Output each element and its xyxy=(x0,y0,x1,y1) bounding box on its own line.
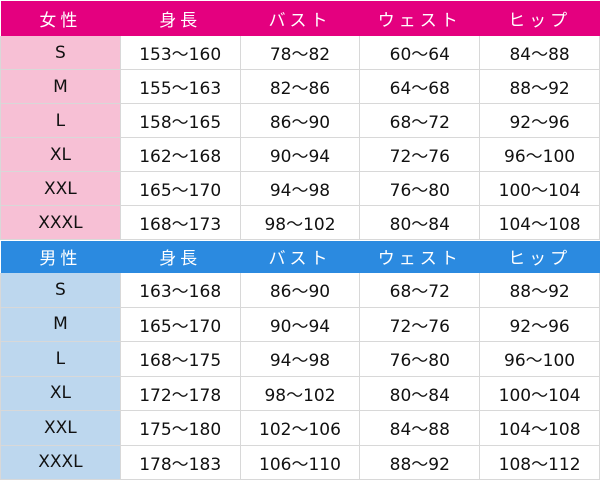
measurement-cell: 175～180 xyxy=(119,410,241,446)
table-row: L 168～175 94～98 76～80 96～100 xyxy=(0,341,600,377)
measurement-cell: 100～104 xyxy=(479,375,600,411)
measurement-cell: 98～102 xyxy=(239,375,361,411)
section-title: 男性 xyxy=(0,240,121,273)
section-title: 女性 xyxy=(0,0,121,36)
column-header: バスト xyxy=(240,0,360,36)
size-label: M xyxy=(53,76,68,97)
measurement-cell: 68～72 xyxy=(359,272,481,308)
size-cell: S xyxy=(0,35,121,70)
size-cell: XXXL xyxy=(0,205,121,240)
column-header: バスト xyxy=(240,240,360,273)
measurement-cell: 86～90 xyxy=(239,103,361,138)
measurement-cell: 64～68 xyxy=(359,69,481,104)
table-row: XL 162～168 90～94 72～76 96～100 xyxy=(0,137,600,172)
measurement-cell: 158～165 xyxy=(119,103,241,138)
size-label: S xyxy=(55,42,66,63)
measurement-cell: 108～112 xyxy=(479,444,600,480)
column-header: ウェスト xyxy=(359,240,480,273)
measurement-cell: 68～72 xyxy=(359,103,481,138)
column-header: ウェスト xyxy=(359,0,480,36)
measurement-cell: 106～110 xyxy=(239,444,361,480)
measurement-cell: 96～100 xyxy=(479,137,600,172)
measurement-cell: 102～106 xyxy=(239,410,361,446)
measurement-cell: 100～104 xyxy=(479,171,600,206)
table-row: XL 172～178 98～102 80～84 100～104 xyxy=(0,375,600,411)
table-row: XXL 165～170 94～98 76～80 100～104 xyxy=(0,171,600,206)
header-row: 女性 身長 バスト ウェスト ヒップ xyxy=(0,0,600,36)
size-label: XXL xyxy=(44,417,77,438)
table-row: S 163～168 86～90 68～72 88～92 xyxy=(0,272,600,308)
measurement-cell: 94～98 xyxy=(239,171,361,206)
measurement-cell: 80～84 xyxy=(359,375,481,411)
size-cell: M xyxy=(0,306,121,342)
measurement-cell: 88～92 xyxy=(359,444,481,480)
measurement-cell: 104～108 xyxy=(479,410,600,446)
column-header: ヒップ xyxy=(479,0,600,36)
column-header: ヒップ xyxy=(479,240,600,273)
measurement-cell: 84～88 xyxy=(359,410,481,446)
measurement-cell: 165～170 xyxy=(119,171,241,206)
size-cell: XL xyxy=(0,375,121,411)
measurement-cell: 155～163 xyxy=(119,69,241,104)
size-label: L xyxy=(55,348,66,369)
table-row: L 158～165 86～90 68～72 92～96 xyxy=(0,103,600,138)
size-label: XL xyxy=(49,144,71,165)
size-label: XXXL xyxy=(38,212,83,233)
table-row: XXXL 168～173 98～102 80～84 104～108 xyxy=(0,205,600,240)
size-cell: M xyxy=(0,69,121,104)
measurement-cell: 84～88 xyxy=(479,35,600,70)
table-row: XXXL 178～183 106～110 88～92 108～112 xyxy=(0,444,600,480)
measurement-cell: 168～175 xyxy=(119,341,241,377)
size-cell: XL xyxy=(0,137,121,172)
measurement-cell: 172～178 xyxy=(119,375,241,411)
measurement-cell: 88～92 xyxy=(479,69,600,104)
measurement-cell: 88～92 xyxy=(479,272,600,308)
measurement-cell: 72～76 xyxy=(359,137,481,172)
table-row: M 155～163 82～86 64～68 88～92 xyxy=(0,69,600,104)
measurement-cell: 78～82 xyxy=(239,35,361,70)
measurement-cell: 76～80 xyxy=(359,171,481,206)
measurement-cell: 72～76 xyxy=(359,306,481,342)
measurement-cell: 90～94 xyxy=(239,137,361,172)
measurement-cell: 92～96 xyxy=(479,103,600,138)
measurement-cell: 178～183 xyxy=(119,444,241,480)
size-cell: L xyxy=(0,103,121,138)
measurement-cell: 82～86 xyxy=(239,69,361,104)
measurement-cell: 60～64 xyxy=(359,35,481,70)
measurement-cell: 96～100 xyxy=(479,341,600,377)
size-label: XXL xyxy=(44,178,77,199)
measurement-cell: 76～80 xyxy=(359,341,481,377)
size-cell: XXXL xyxy=(0,444,121,480)
table-row: XXL 175～180 102～106 84～88 104～108 xyxy=(0,410,600,446)
table-row: S 153～160 78～82 60～64 84～88 xyxy=(0,35,600,70)
measurement-cell: 86～90 xyxy=(239,272,361,308)
column-header: 身長 xyxy=(120,240,241,273)
measurement-cell: 153～160 xyxy=(119,35,241,70)
size-cell: XXL xyxy=(0,171,121,206)
measurement-cell: 165～170 xyxy=(119,306,241,342)
size-label: L xyxy=(55,110,66,131)
measurement-cell: 163～168 xyxy=(119,272,241,308)
measurement-cell: 168～173 xyxy=(119,205,241,240)
column-header: 身長 xyxy=(120,0,241,36)
table-row: M 165～170 90～94 72～76 92～96 xyxy=(0,306,600,342)
header-row: 男性 身長 バスト ウェスト ヒップ xyxy=(0,240,600,273)
size-label: XXXL xyxy=(38,452,83,473)
measurement-cell: 94～98 xyxy=(239,341,361,377)
measurement-cell: 80～84 xyxy=(359,205,481,240)
measurement-cell: 162～168 xyxy=(119,137,241,172)
size-label: XL xyxy=(49,383,71,404)
size-cell: XXL xyxy=(0,410,121,446)
measurement-cell: 92～96 xyxy=(479,306,600,342)
size-cell: L xyxy=(0,341,121,377)
size-label: S xyxy=(55,279,66,300)
size-cell: S xyxy=(0,272,121,308)
size-label: M xyxy=(53,314,68,335)
male-size-table: 男性 身長 バスト ウェスト ヒップ S 163～168 86～90 68～72 88～92 M 16… xyxy=(0,240,600,480)
female-size-table: 女性 身長 バスト ウェスト ヒップ S 153～160 78～82 60～64 84～88 M 15… xyxy=(0,0,600,240)
measurement-cell: 98～102 xyxy=(239,205,361,240)
measurement-cell: 104～108 xyxy=(479,205,600,240)
measurement-cell: 90～94 xyxy=(239,306,361,342)
